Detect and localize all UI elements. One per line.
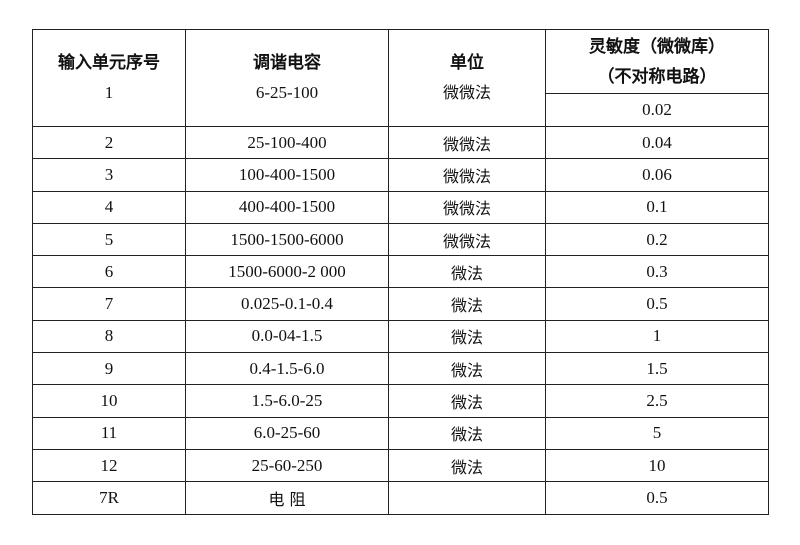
cell-capacitance: 0.0-04-1.5 [185, 319, 389, 354]
cell-id: 5 [32, 222, 186, 257]
table-row: 4 400-400-1500 微微法 0.1 [32, 190, 769, 224]
table-row: 5 1500-1500-6000 微微法 0.2 [32, 222, 769, 257]
cell-sensitivity: 0.5 [545, 481, 769, 515]
table-row: 7R 电 阻 0.5 [32, 481, 769, 515]
cell-unit: 微微法 [388, 190, 546, 224]
cell-id: 10 [32, 384, 186, 418]
cell-sensitivity: 0.5 [545, 287, 769, 321]
sensitivity-table: 输入单元序号 1 调谐电容 6-25-100 单位 微微法 灵敏度（微微库） （… [32, 28, 769, 515]
cell-unit [388, 481, 546, 515]
cell-sensitivity: 0.06 [545, 158, 769, 192]
header-row: 输入单元序号 1 调谐电容 6-25-100 单位 微微法 灵敏度（微微库） （… [32, 28, 769, 127]
cell-sensitivity: 2.5 [545, 384, 769, 418]
cell-unit: 微微法 [388, 125, 546, 160]
table-row: 11 6.0-25-60 微法 5 [32, 416, 769, 450]
cell-id: 1 [104, 83, 114, 102]
cell-id: 7R [32, 481, 186, 515]
cell-capacitance: 100-400-1500 [185, 158, 389, 192]
table-row: 6 1500-6000-2 000 微法 0.3 [32, 255, 769, 289]
header-sensitivity-line1: 灵敏度（微微库） [589, 36, 725, 57]
cell-capacitance: 25-60-250 [185, 448, 389, 483]
table-row: 3 100-400-1500 微微法 0.06 [32, 158, 769, 192]
cell-capacitance: 1500-6000-2 000 [185, 255, 389, 289]
header-capacitance-label: 调谐电容 [253, 53, 321, 73]
header-cell-unit: 单位 微微法 [388, 29, 546, 127]
cell-id: 7 [32, 287, 186, 321]
cell-unit: 微法 [388, 255, 546, 289]
cell-unit: 微微法 [442, 83, 491, 102]
cell-id: 3 [32, 158, 186, 192]
table-row: 10 1.5-6.0-25 微法 2.5 [32, 384, 769, 418]
cell-capacitance: 1500-1500-6000 [185, 222, 389, 257]
cell-id: 11 [32, 416, 186, 450]
cell-unit: 微微法 [388, 222, 546, 257]
header-id-label: 输入单元序号 [58, 53, 160, 73]
cell-unit: 微法 [388, 416, 546, 450]
cell-id: 6 [32, 255, 186, 289]
cell-unit: 微法 [388, 448, 546, 483]
cell-capacitance: 0.4-1.5-6.0 [185, 352, 389, 386]
cell-sensitivity: 10 [545, 448, 769, 483]
cell-capacitance: 400-400-1500 [185, 190, 389, 224]
header-unit-label: 单位 [450, 53, 484, 73]
cell-capacitance: 25-100-400 [185, 125, 389, 160]
cell-capacitance: 6-25-100 [255, 83, 319, 102]
cell-unit: 微法 [388, 352, 546, 386]
table-row: 2 25-100-400 微微法 0.04 [32, 125, 769, 160]
table-row: 7 0.025-0.1-0.4 微法 0.5 [32, 287, 769, 321]
table-row: 9 0.4-1.5-6.0 微法 1.5 [32, 352, 769, 386]
cell-id: 8 [32, 319, 186, 354]
cell-sensitivity: 1 [545, 319, 769, 354]
header-sensitivity-line2: （不对称电路） [597, 66, 717, 87]
cell-capacitance: 6.0-25-60 [185, 416, 389, 450]
cell-unit: 微法 [388, 287, 546, 321]
cell-unit: 微微法 [388, 158, 546, 192]
cell-unit: 微法 [388, 319, 546, 354]
cell-sensitivity: 5 [545, 416, 769, 450]
cell-capacitance: 电 阻 [185, 481, 389, 515]
cell-sensitivity: 0.04 [545, 125, 769, 160]
cell-sensitivity: 0.2 [545, 222, 769, 257]
cell-capacitance: 1.5-6.0-25 [185, 384, 389, 418]
cell-unit: 微法 [388, 384, 546, 418]
table-row: 8 0.0-04-1.5 微法 1 [32, 319, 769, 354]
table-row: 12 25-60-250 微法 10 [32, 448, 769, 483]
cell-id: 2 [32, 125, 186, 160]
cell-sensitivity: 1.5 [545, 352, 769, 386]
cell-sensitivity: 0.1 [545, 190, 769, 224]
header-cell-id: 输入单元序号 1 [32, 29, 186, 127]
cell-capacitance: 0.025-0.1-0.4 [185, 287, 389, 321]
cell-id: 12 [32, 448, 186, 483]
cell-id: 9 [32, 352, 186, 386]
header-cell-capacitance: 调谐电容 6-25-100 [185, 29, 389, 127]
cell-sensitivity: 0.3 [545, 255, 769, 289]
table-row: 0.02 [33, 93, 769, 127]
cell-sensitivity: 0.02 [545, 93, 769, 127]
header-cell-sensitivity: 灵敏度（微微库） （不对称电路） [545, 28, 769, 95]
cell-id: 4 [32, 190, 186, 224]
